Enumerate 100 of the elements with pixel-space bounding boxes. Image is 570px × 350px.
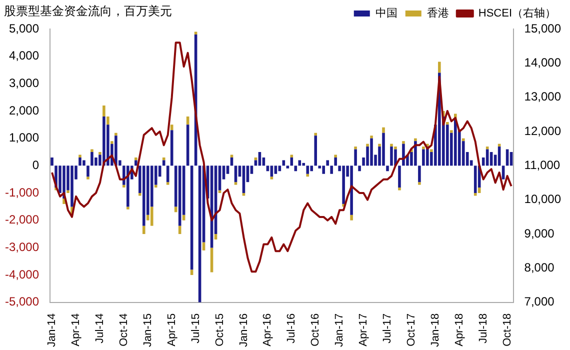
bar bbox=[306, 174, 310, 177]
bar bbox=[474, 166, 477, 194]
y-tick-label: -5,000 bbox=[4, 294, 40, 309]
chart-title: 股票型基金资金流向，百万美元 bbox=[4, 3, 172, 20]
bar bbox=[78, 154, 82, 158]
bar bbox=[102, 116, 106, 166]
bar bbox=[126, 166, 130, 207]
bar bbox=[126, 206, 130, 210]
legend-label: HSCEI（右轴） bbox=[478, 6, 556, 20]
legend-label: 中国 bbox=[375, 6, 398, 20]
bar bbox=[182, 214, 186, 220]
bar bbox=[450, 130, 453, 133]
bar bbox=[446, 122, 449, 125]
bar bbox=[190, 270, 194, 276]
bar bbox=[194, 32, 198, 34]
bar bbox=[326, 160, 329, 166]
x-tick-label: Apr-15 bbox=[166, 313, 178, 346]
bar bbox=[502, 166, 505, 180]
y-tick-label: 4,000 bbox=[8, 48, 40, 63]
bar bbox=[230, 154, 234, 158]
bar bbox=[390, 146, 393, 166]
bar bbox=[370, 138, 373, 166]
x-tick-label: Apr-18 bbox=[453, 313, 466, 346]
bar bbox=[330, 166, 333, 174]
bar bbox=[50, 157, 54, 166]
bar bbox=[322, 166, 325, 174]
bar bbox=[390, 144, 393, 147]
bar bbox=[334, 154, 337, 158]
x-tick-label: Jan-15 bbox=[142, 313, 154, 348]
bar bbox=[474, 193, 477, 196]
bar bbox=[122, 184, 126, 188]
bar bbox=[102, 106, 106, 116]
y-tick-label: -1,000 bbox=[4, 185, 40, 200]
x-tick-label: Jul-15 bbox=[190, 313, 202, 344]
bar bbox=[342, 166, 345, 204]
y2-tick-label: 7,000 bbox=[524, 294, 555, 309]
bar bbox=[66, 190, 70, 194]
y-tick-label: 1,000 bbox=[8, 130, 40, 145]
y2-tick-label: 14,000 bbox=[524, 55, 562, 70]
y2-tick-label: 13,000 bbox=[524, 90, 562, 104]
bar bbox=[278, 166, 282, 172]
bar bbox=[142, 166, 146, 226]
x-tick-label: Jan-17 bbox=[334, 313, 346, 348]
x-tick-label: Jul-18 bbox=[477, 313, 490, 344]
bar bbox=[162, 160, 166, 166]
bar bbox=[174, 206, 178, 212]
bar bbox=[134, 157, 138, 160]
bar bbox=[358, 166, 361, 172]
bar bbox=[302, 162, 306, 166]
bar bbox=[98, 152, 102, 155]
y2-tick-label: 8,000 bbox=[524, 260, 555, 275]
y-tick-label: -2,000 bbox=[4, 212, 40, 227]
bar bbox=[382, 127, 385, 133]
bar bbox=[290, 157, 294, 166]
x-tick-label: Jan-14 bbox=[46, 313, 58, 348]
bar bbox=[214, 234, 218, 240]
bar bbox=[334, 157, 337, 166]
bar bbox=[398, 166, 401, 188]
x-tick-label: Apr-17 bbox=[358, 313, 370, 346]
bar bbox=[402, 141, 405, 144]
bar bbox=[90, 152, 94, 166]
bar bbox=[306, 166, 310, 174]
y-tick-label: 2,000 bbox=[8, 103, 40, 118]
bar bbox=[486, 146, 489, 150]
bar bbox=[286, 166, 290, 168]
x-tick-label: Jul-17 bbox=[382, 313, 394, 344]
bar bbox=[178, 166, 182, 226]
bar bbox=[274, 166, 278, 174]
bar bbox=[382, 132, 385, 166]
bar bbox=[70, 166, 74, 207]
bar bbox=[438, 62, 441, 73]
bar bbox=[270, 176, 274, 180]
bar bbox=[86, 166, 90, 177]
bar bbox=[430, 149, 433, 152]
y-tick-label: 0 bbox=[32, 158, 40, 172]
bar bbox=[310, 166, 314, 172]
bar bbox=[106, 116, 110, 125]
bar bbox=[82, 160, 86, 166]
bar bbox=[150, 206, 154, 226]
bar bbox=[142, 226, 146, 234]
bar bbox=[234, 166, 238, 182]
bar bbox=[90, 149, 94, 152]
x-tick-label: Apr-14 bbox=[70, 313, 82, 346]
bar bbox=[290, 154, 294, 158]
bar bbox=[350, 166, 353, 215]
bar bbox=[234, 182, 238, 185]
bar bbox=[134, 160, 138, 166]
bar bbox=[454, 119, 457, 166]
bar bbox=[386, 166, 389, 172]
bar bbox=[422, 146, 425, 150]
bar bbox=[210, 248, 214, 272]
bar bbox=[354, 146, 357, 150]
bar bbox=[478, 188, 481, 194]
bar bbox=[110, 141, 114, 144]
bar bbox=[78, 157, 82, 166]
bar bbox=[282, 160, 286, 166]
x-tick-label: Jan-16 bbox=[238, 313, 250, 348]
bar bbox=[394, 146, 397, 150]
bar bbox=[298, 160, 302, 166]
bar bbox=[462, 138, 465, 142]
